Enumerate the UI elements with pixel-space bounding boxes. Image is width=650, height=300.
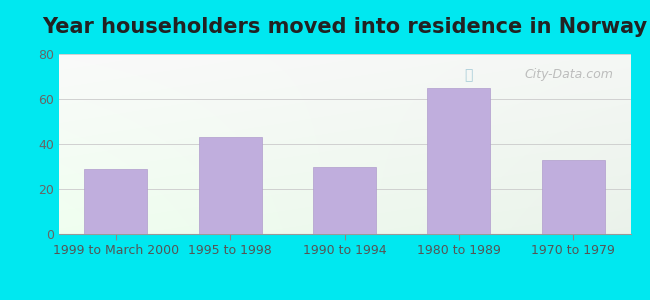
- Bar: [313, 167, 376, 234]
- Text: Ⓢ: Ⓢ: [465, 68, 473, 83]
- Bar: [84, 169, 147, 234]
- Text: City-Data.com: City-Data.com: [525, 68, 614, 81]
- Text: Year householders moved into residence in Norway: Year householders moved into residence i…: [42, 17, 647, 37]
- Bar: [428, 88, 490, 234]
- Bar: [199, 137, 261, 234]
- Bar: [542, 160, 605, 234]
